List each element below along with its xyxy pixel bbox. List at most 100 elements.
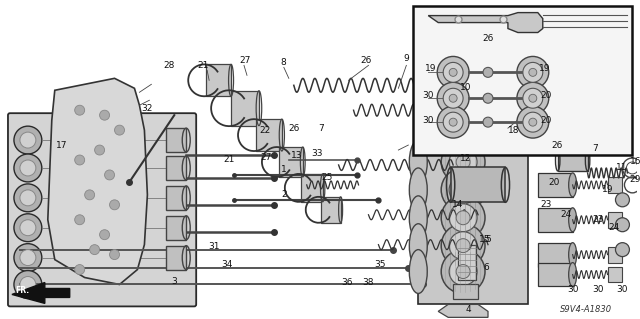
Circle shape bbox=[75, 264, 84, 275]
Circle shape bbox=[441, 140, 485, 184]
Circle shape bbox=[456, 183, 470, 197]
Bar bbox=[231, 91, 259, 126]
Text: S9V4-A1830: S9V4-A1830 bbox=[561, 305, 612, 314]
Bar bbox=[419, 140, 528, 304]
Text: 7: 7 bbox=[318, 124, 324, 133]
Text: 7: 7 bbox=[593, 144, 598, 152]
Circle shape bbox=[95, 145, 104, 155]
Text: 16: 16 bbox=[630, 158, 640, 167]
Circle shape bbox=[14, 244, 42, 271]
Text: 2: 2 bbox=[281, 190, 287, 199]
Text: 24: 24 bbox=[560, 210, 572, 219]
Circle shape bbox=[14, 184, 42, 212]
Bar bbox=[166, 246, 186, 270]
Text: 26: 26 bbox=[288, 124, 300, 133]
Circle shape bbox=[14, 126, 42, 154]
Bar bbox=[453, 285, 478, 300]
Circle shape bbox=[529, 94, 537, 102]
Ellipse shape bbox=[410, 168, 428, 212]
Circle shape bbox=[483, 67, 493, 77]
Text: 27: 27 bbox=[260, 152, 271, 161]
Circle shape bbox=[437, 56, 469, 88]
Text: 4: 4 bbox=[465, 305, 471, 314]
Circle shape bbox=[483, 93, 493, 103]
Text: 18: 18 bbox=[508, 126, 520, 135]
Circle shape bbox=[449, 176, 477, 204]
Circle shape bbox=[529, 68, 537, 76]
Circle shape bbox=[14, 214, 42, 242]
Ellipse shape bbox=[410, 140, 428, 184]
Text: 29: 29 bbox=[630, 175, 640, 184]
Bar bbox=[301, 174, 323, 202]
Circle shape bbox=[75, 105, 84, 115]
Circle shape bbox=[109, 200, 120, 210]
Text: 30: 30 bbox=[592, 285, 604, 294]
FancyBboxPatch shape bbox=[8, 113, 196, 306]
Bar bbox=[166, 216, 186, 240]
Circle shape bbox=[616, 218, 629, 232]
Bar bbox=[256, 119, 282, 151]
Circle shape bbox=[449, 204, 477, 232]
Bar bbox=[321, 197, 340, 223]
Text: 30: 30 bbox=[567, 285, 579, 294]
Text: 24: 24 bbox=[609, 223, 620, 232]
Circle shape bbox=[443, 112, 463, 132]
Circle shape bbox=[20, 132, 36, 148]
Bar bbox=[458, 245, 476, 279]
Circle shape bbox=[437, 82, 469, 114]
Text: 6: 6 bbox=[483, 263, 489, 272]
Text: 9: 9 bbox=[403, 54, 409, 63]
Circle shape bbox=[456, 211, 470, 225]
Circle shape bbox=[441, 250, 485, 293]
Text: 1: 1 bbox=[281, 166, 287, 174]
Text: 19: 19 bbox=[424, 64, 436, 73]
Polygon shape bbox=[438, 304, 488, 317]
Text: 20: 20 bbox=[540, 91, 552, 100]
Circle shape bbox=[100, 110, 109, 120]
Text: 27: 27 bbox=[239, 56, 251, 65]
Bar bbox=[206, 64, 231, 96]
Text: 34: 34 bbox=[221, 260, 233, 269]
Circle shape bbox=[443, 88, 463, 108]
Circle shape bbox=[517, 106, 548, 138]
Circle shape bbox=[75, 215, 84, 225]
Text: 23: 23 bbox=[592, 215, 604, 224]
Text: 23: 23 bbox=[540, 200, 552, 209]
Circle shape bbox=[437, 106, 469, 138]
Circle shape bbox=[20, 190, 36, 206]
Ellipse shape bbox=[569, 208, 577, 232]
Circle shape bbox=[449, 68, 457, 76]
Text: 36: 36 bbox=[341, 278, 353, 287]
Circle shape bbox=[449, 94, 457, 102]
Circle shape bbox=[14, 271, 42, 299]
Circle shape bbox=[616, 243, 629, 256]
Text: 11: 11 bbox=[616, 163, 627, 173]
Text: 15: 15 bbox=[479, 235, 491, 244]
Circle shape bbox=[529, 118, 537, 126]
Text: 21: 21 bbox=[223, 155, 235, 165]
Ellipse shape bbox=[569, 173, 577, 197]
Circle shape bbox=[104, 170, 115, 180]
Text: 35: 35 bbox=[374, 260, 386, 269]
Text: 38: 38 bbox=[363, 278, 374, 287]
Text: 21: 21 bbox=[198, 61, 209, 70]
Text: 20: 20 bbox=[540, 116, 552, 125]
Polygon shape bbox=[12, 283, 70, 303]
Text: 25: 25 bbox=[321, 174, 332, 182]
Text: 33: 33 bbox=[311, 149, 323, 158]
Text: 13: 13 bbox=[291, 151, 303, 160]
Text: 3: 3 bbox=[172, 277, 177, 286]
Circle shape bbox=[517, 82, 548, 114]
Bar bbox=[607, 247, 623, 263]
Bar bbox=[607, 267, 623, 283]
Polygon shape bbox=[428, 13, 543, 33]
Text: 32: 32 bbox=[141, 104, 153, 113]
Bar bbox=[538, 208, 573, 232]
Circle shape bbox=[449, 148, 477, 176]
Circle shape bbox=[616, 193, 629, 207]
Circle shape bbox=[517, 56, 548, 88]
Circle shape bbox=[456, 239, 470, 253]
Polygon shape bbox=[48, 78, 147, 285]
Text: 10: 10 bbox=[460, 83, 472, 92]
Text: 12: 12 bbox=[460, 153, 472, 162]
